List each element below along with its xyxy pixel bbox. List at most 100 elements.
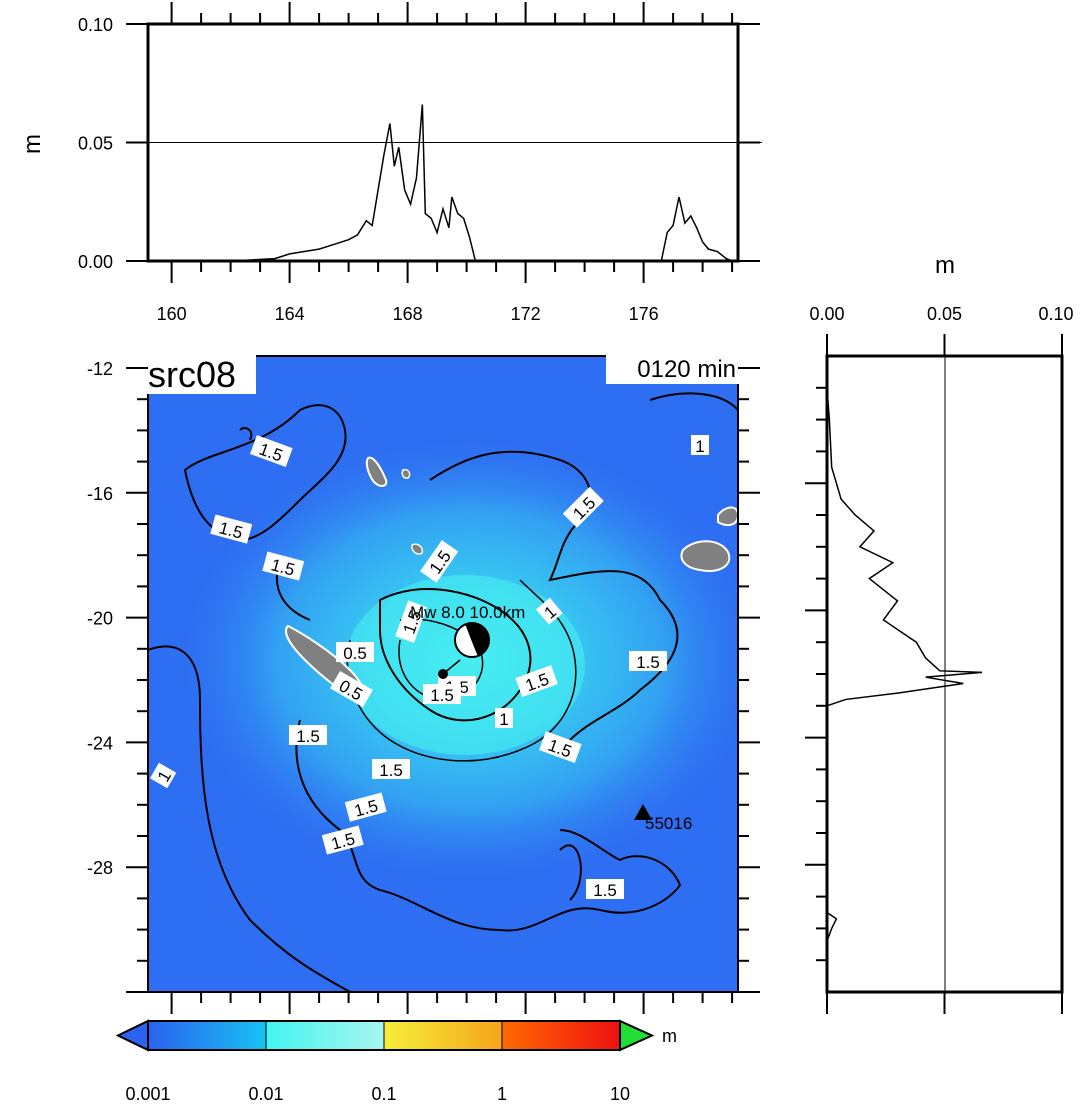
- contour-label: 1: [149, 762, 177, 789]
- contour-label-box: [372, 759, 410, 779]
- right-profile-line: [826, 911, 838, 942]
- colorbar-segments: [148, 1021, 620, 1050]
- right-profile-series: [826, 387, 983, 942]
- right-profile-xtick-label: 0.05: [927, 304, 962, 324]
- contour-label-box: [536, 597, 563, 625]
- focal-mechanism: Mw 8.0 10.0km: [410, 603, 525, 679]
- top-profile-xtick-label: 164: [275, 304, 305, 324]
- contour-label-box: [210, 514, 253, 544]
- top-profile-series: [148, 104, 733, 262]
- colorbar-tick-label: 10: [610, 1084, 630, 1104]
- map-ticks: [126, 367, 760, 1014]
- right-profile-xtick-label: 0.00: [809, 304, 844, 324]
- contour-label: 1: [536, 597, 563, 625]
- time-label-box: [606, 354, 740, 384]
- map-ytick-labels: -12 -16 -20 -24 -28: [87, 359, 113, 878]
- contour-label-text: 1: [499, 710, 508, 729]
- map-panel: 1.51.51.51.51.5111.50.50.51.511.51.51.51…: [87, 352, 760, 1014]
- beachball-compression: [465, 622, 489, 656]
- top-profile-line: [660, 196, 733, 262]
- colorbar-tick-labels: 0.001 0.01 0.1 1 10: [125, 1084, 630, 1104]
- colorbar-segment: [384, 1021, 502, 1050]
- map-field: 1.51.51.51.51.5111.50.50.51.511.51.51.51…: [148, 392, 738, 992]
- contour-label-text: 1: [695, 437, 704, 456]
- contour-label-box: [586, 879, 624, 899]
- right-profile-xtick-label: 0.10: [1038, 304, 1073, 324]
- contour-label: 1.5: [586, 879, 624, 900]
- contour-label-box: [250, 435, 293, 467]
- contour-label: 0.5: [336, 642, 374, 663]
- station-marker: 55016: [634, 804, 692, 833]
- land-vanuatu: [365, 456, 388, 487]
- contour-label-box: [562, 486, 604, 528]
- contour-line: [239, 392, 738, 901]
- contour-label-text: 1.5: [430, 686, 454, 705]
- map-ytick-label: -24: [87, 733, 113, 753]
- contour-label-box: [344, 792, 387, 822]
- contour-label-box: [289, 725, 327, 745]
- contour-label-box: [515, 665, 558, 697]
- contour-line: [346, 579, 577, 762]
- contour-label: 1.5: [250, 435, 293, 467]
- right-profile-ticks: [805, 334, 1063, 1014]
- colorbar-underflow-arrow: [115, 1019, 149, 1052]
- right-profile-xlabel: m: [935, 252, 955, 279]
- contour-label: 1: [691, 435, 709, 456]
- contour-label-text: 1.5: [593, 881, 617, 900]
- station-label: 55016: [645, 814, 692, 833]
- top-profile-ytick-labels: 0.00 0.05 0.10: [78, 15, 113, 272]
- contour-label-box: [539, 731, 582, 763]
- colorbar-overflow-arrow: [619, 1019, 655, 1052]
- contour-label-box: [629, 651, 667, 671]
- map-ytick-label: -28: [87, 858, 113, 878]
- right-profile-panel: 0.00 0.05 0.10 m: [805, 252, 1074, 1014]
- top-profile-ylabel: m: [19, 134, 46, 154]
- top-profile-xtick-label: 172: [511, 304, 541, 324]
- map-title-box: [144, 352, 256, 394]
- contour-label: 1: [495, 708, 513, 729]
- top-profile-ytick-label: 0.10: [78, 15, 113, 35]
- colorbar-tick-label: 0.001: [125, 1084, 170, 1104]
- map-ytick-label: -20: [87, 609, 113, 629]
- contour-label-box: [321, 825, 364, 855]
- contour-label: 1.5: [539, 731, 582, 763]
- colorbar-segment: [148, 1021, 266, 1050]
- colorbar-unit: m: [662, 1026, 677, 1046]
- land-island: [401, 468, 411, 479]
- contour-label-box: [330, 670, 373, 708]
- top-profile-ytick-label: 0.05: [78, 134, 113, 154]
- top-profile-ytick-label: 0.00: [78, 252, 113, 272]
- epicenter-dot: [438, 669, 448, 679]
- top-profile-xtick-label: 160: [157, 304, 187, 324]
- contour-label: 1.5: [289, 725, 327, 746]
- contour-label-box: [420, 540, 459, 583]
- contour-label-box: [149, 762, 177, 789]
- map-ytick-label: -16: [87, 484, 113, 504]
- map-frame: [147, 355, 739, 993]
- source-label: Mw 8.0 10.0km: [410, 603, 525, 622]
- top-profile-ticks: [126, 2, 760, 283]
- contour-line: [148, 645, 351, 992]
- contour-line: [429, 450, 679, 741]
- contour-label-text: 1.5: [296, 727, 320, 746]
- colorbar-tick-label: 0.01: [248, 1084, 283, 1104]
- station-triangle: [634, 804, 652, 820]
- contour-label: 1.5: [344, 792, 387, 822]
- contour-label-text: 1.5: [636, 653, 660, 672]
- contour-label: 1.5: [629, 651, 667, 672]
- contour-label-box: [336, 642, 374, 662]
- contour-label-box: [395, 600, 427, 643]
- top-profile-xtick-label: 176: [629, 304, 659, 324]
- time-label: 0120 min: [637, 356, 736, 383]
- colorbar: m 0.001 0.01 0.1 1 10: [115, 1019, 677, 1104]
- colorbar-segment: [502, 1021, 620, 1050]
- map-ytick-label: -12: [87, 359, 113, 379]
- land-island: [411, 543, 424, 555]
- colorbar-tick-label: 0.1: [371, 1084, 396, 1104]
- right-profile-xtick-labels: 0.00 0.05 0.10: [809, 304, 1073, 324]
- contour-label-box: [262, 551, 305, 581]
- contour-label-text: 1.5: [379, 761, 403, 780]
- map-title: src08: [148, 354, 236, 395]
- top-profile-xtick-labels: 160 164 168 172 176: [157, 304, 659, 324]
